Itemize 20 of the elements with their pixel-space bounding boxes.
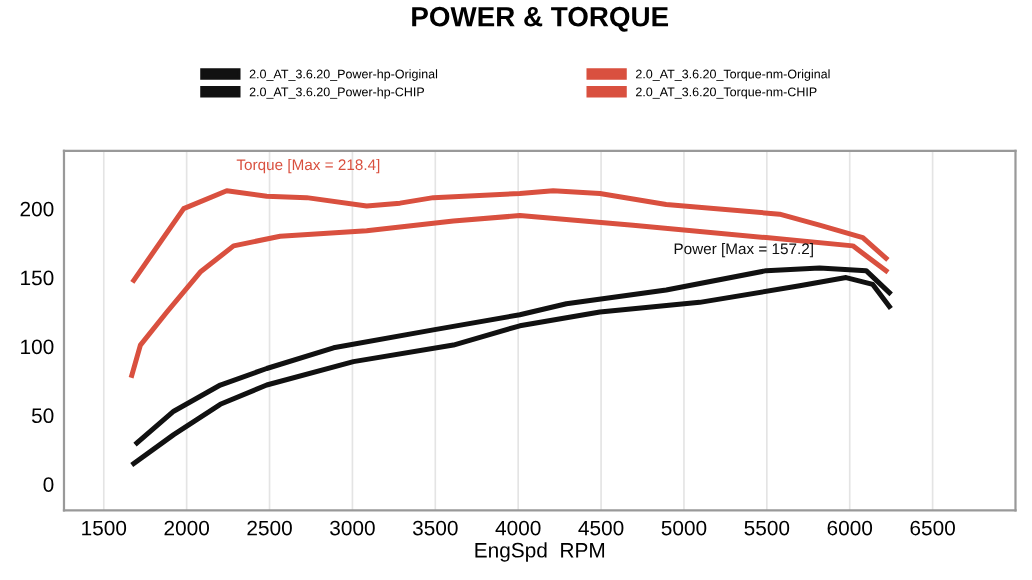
- chart-title: POWER & TORQUE: [412, 6, 669, 32]
- x-axis-title: EngSpd RPM: [475, 542, 605, 562]
- x-tick-label: 1500: [82, 520, 127, 536]
- x-tick-label: 3000: [330, 520, 375, 536]
- line-series: [129, 213, 889, 378]
- x-tick-label: 6000: [827, 520, 873, 536]
- x-tick-label: 5000: [661, 520, 707, 536]
- x-tick-label: 6500: [910, 520, 955, 536]
- y-tick-label: 0: [43, 477, 54, 492]
- line-series: [131, 188, 889, 283]
- x-tick-label: 5500: [744, 520, 790, 536]
- y-tick-label: 50: [31, 408, 54, 424]
- x-tick-label: 3500: [412, 520, 458, 536]
- x-tick-label: 2500: [247, 520, 292, 536]
- y-tick-label: 100: [21, 339, 54, 355]
- y-tick-label: 200: [20, 201, 54, 217]
- y-tick-label: 150: [21, 270, 54, 286]
- x-tick-label: 4500: [578, 520, 624, 536]
- x-tick-label: 4000: [495, 520, 541, 536]
- x-tick-label: 2000: [164, 520, 210, 536]
